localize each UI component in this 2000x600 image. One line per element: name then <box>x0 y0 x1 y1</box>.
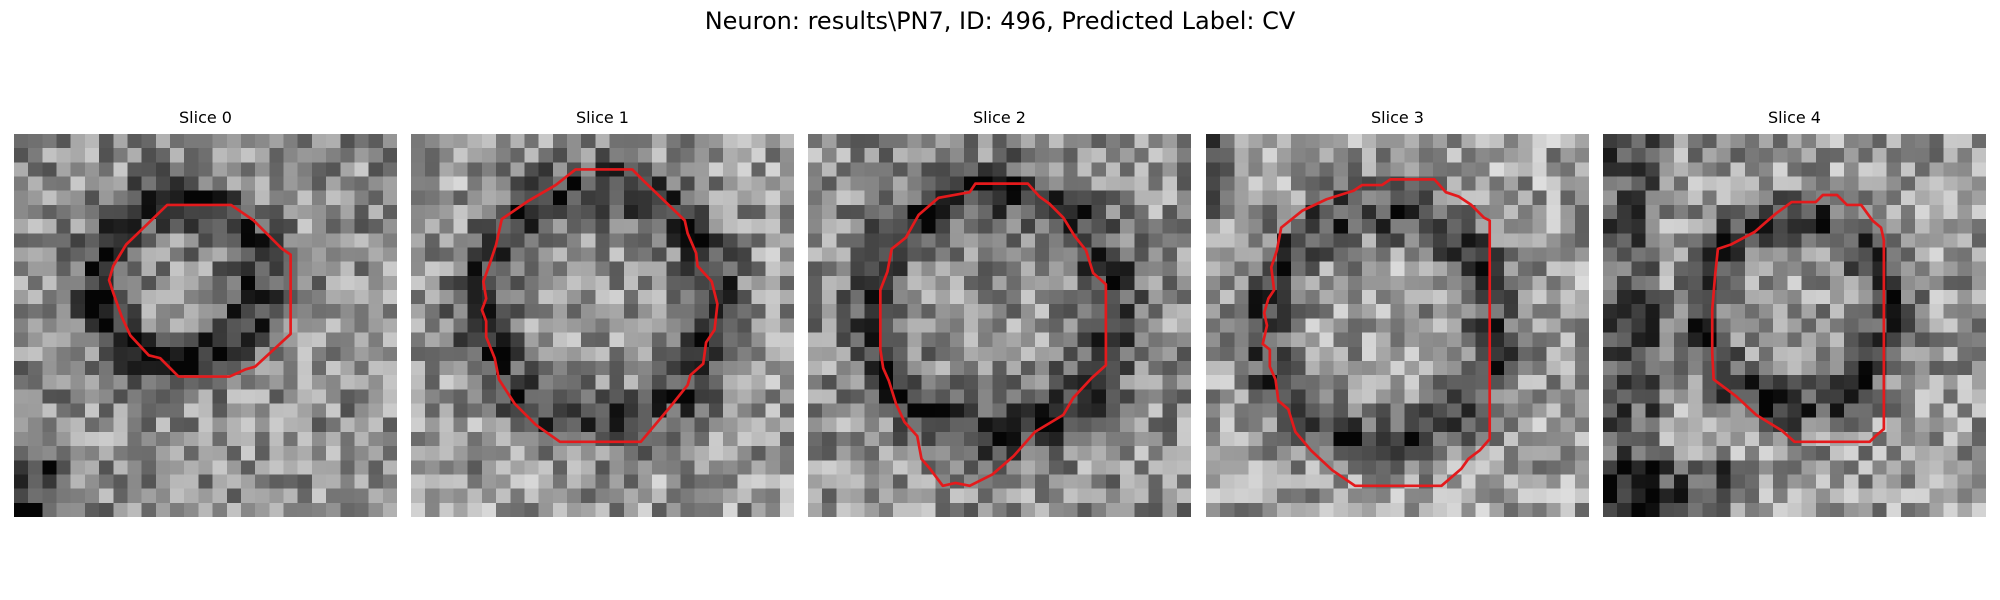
slice-image <box>1603 134 1986 517</box>
slice-panel-1: Slice 1 <box>411 108 794 517</box>
pixel-grid <box>14 134 397 517</box>
slice-title: Slice 1 <box>576 108 629 127</box>
slice-title: Slice 3 <box>1371 108 1424 127</box>
slice-image <box>14 134 397 517</box>
contour-outline <box>1710 193 1886 444</box>
contour-outline <box>1261 178 1492 488</box>
slice-panel-4: Slice 4 <box>1603 108 1986 517</box>
slice-title: Slice 2 <box>973 108 1026 127</box>
pixel-grid <box>808 134 1191 517</box>
slice-panel-2: Slice 2 <box>808 108 1191 517</box>
pixel-grid <box>411 134 794 517</box>
slice-image <box>411 134 794 517</box>
slice-title: Slice 4 <box>1768 108 1821 127</box>
slice-image <box>808 134 1191 517</box>
contour-outline <box>107 203 292 378</box>
contour-outline <box>878 182 1108 488</box>
slice-panel-3: Slice 3 <box>1206 108 1589 517</box>
pixel-grid <box>1206 134 1589 517</box>
pixel-grid <box>1603 134 1986 517</box>
slice-image <box>1206 134 1589 517</box>
slice-panel-0: Slice 0 <box>14 108 397 517</box>
slice-title: Slice 0 <box>179 108 232 127</box>
figure-title: Neuron: results\PN7, ID: 496, Predicted … <box>704 7 1296 35</box>
contour-outline <box>480 168 719 444</box>
